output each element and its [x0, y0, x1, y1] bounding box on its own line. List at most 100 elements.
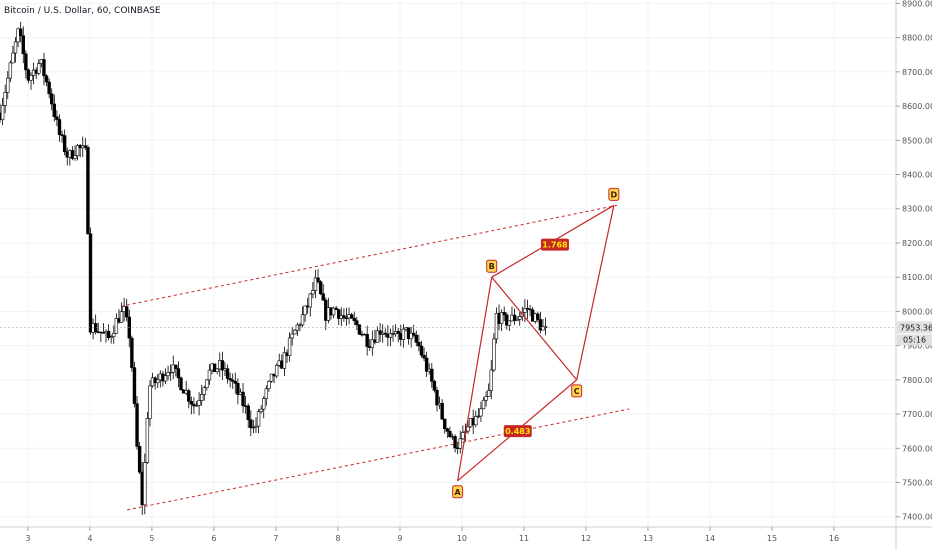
channel-upper-line[interactable] [120, 204, 618, 307]
candle-body [293, 329, 297, 335]
leg-ab[interactable] [457, 277, 493, 481]
point-label-box [571, 384, 583, 398]
candle-body [21, 35, 25, 55]
candle-body [486, 390, 491, 397]
candle-body [112, 333, 116, 337]
candle-body [440, 402, 444, 420]
candle-body [541, 326, 545, 331]
candle-body [316, 277, 320, 282]
channel-lines[interactable] [120, 204, 630, 511]
candle-body [70, 150, 75, 159]
candle-body [106, 330, 111, 339]
candle-body [370, 339, 375, 348]
candle-body [474, 415, 478, 426]
candle-body [419, 345, 424, 356]
candle-body [502, 312, 506, 316]
x-tick-label: 12 [581, 534, 591, 543]
candle-body [249, 419, 253, 429]
candle-body [479, 408, 483, 417]
candle-body [523, 307, 527, 313]
candle-body [321, 293, 325, 301]
leg-cd[interactable] [576, 205, 615, 380]
y-tick-label: 7900.00 [902, 342, 932, 351]
candle-body [383, 332, 387, 335]
candle-body [246, 405, 250, 421]
candle-body [313, 277, 318, 291]
point-label-box [452, 485, 464, 499]
point-label-d: D [611, 190, 618, 199]
candle-body [300, 314, 305, 326]
leg-bc[interactable] [491, 276, 578, 381]
channel-lower-line[interactable] [127, 408, 630, 511]
candle-body [143, 462, 147, 506]
candle-body [179, 377, 183, 391]
y-tick-label: 8300.00 [902, 205, 932, 214]
candle-body [269, 373, 274, 382]
x-tick-label: 6 [211, 534, 216, 543]
candle-body [86, 147, 90, 235]
candle-body [212, 363, 217, 373]
candle-body [83, 145, 88, 148]
candle-body [236, 383, 240, 395]
candle-body [505, 314, 509, 326]
time-axis[interactable]: 3 4 5 6 7 8 9 10 11 12 13 14 15 16 [25, 527, 839, 543]
candle-body [174, 364, 178, 369]
candle-body [50, 93, 54, 105]
candle-body [337, 309, 341, 319]
candle-body [430, 368, 434, 382]
grid [0, 0, 896, 527]
candle-body [205, 379, 209, 389]
candle-body [435, 389, 439, 406]
candle-body [355, 320, 359, 326]
candle-body [489, 369, 493, 391]
candle-body [287, 337, 292, 357]
candle-body [166, 372, 170, 377]
chart-title: Bitcoin / U.S. Dollar, 60, COINBASE [4, 6, 161, 16]
last-price-box [897, 321, 932, 334]
candle-body [37, 63, 41, 74]
candle-body [24, 53, 28, 71]
candle-body [515, 318, 519, 321]
x-tick-label: 10 [457, 534, 467, 543]
x-tick-label: 9 [397, 534, 402, 543]
candle-body [202, 387, 206, 395]
point-label-b: B [489, 262, 495, 271]
candle-body [528, 308, 532, 311]
candle-body [267, 381, 271, 390]
candle-body [448, 431, 452, 438]
candle-body [55, 116, 59, 120]
candle-body [60, 134, 64, 136]
candle-body [6, 77, 10, 93]
y-tick-label: 8400.00 [902, 171, 932, 180]
candle-body [352, 317, 356, 322]
y-tick-label: 7400.00 [902, 513, 932, 522]
candle-body [109, 336, 113, 339]
candle-body [256, 411, 261, 427]
candle-body [453, 436, 457, 449]
candle-body [432, 381, 437, 391]
abcd-pattern[interactable]: 1.768 0.483 A B C D [452, 187, 620, 499]
candle-body [18, 28, 23, 37]
candle-body [52, 103, 56, 118]
candle-body [264, 388, 269, 399]
candle-body [401, 328, 406, 340]
x-tick-label: 3 [25, 534, 30, 543]
candle-body [137, 446, 142, 473]
candle-body [187, 390, 191, 402]
candle-body [132, 367, 137, 405]
candle-body [443, 418, 447, 430]
candle-body [409, 332, 413, 340]
candle-body [0, 105, 5, 121]
candle-body [215, 368, 219, 373]
price-axis[interactable]: 8900.00 8800.00 8700.00 8600.00 8500.00 8400.… [896, 0, 932, 522]
ratio-label: 1.768 [542, 241, 568, 250]
y-tick-label: 7800.00 [902, 376, 932, 385]
candle-body [194, 405, 199, 407]
x-tick-label: 5 [149, 534, 154, 543]
x-tick-label: 16 [829, 534, 839, 543]
y-tick-label: 8000.00 [902, 307, 932, 316]
y-tick-label: 7700.00 [902, 410, 932, 419]
candle-body [29, 75, 33, 81]
countdown-label: 05:16 [903, 335, 926, 344]
